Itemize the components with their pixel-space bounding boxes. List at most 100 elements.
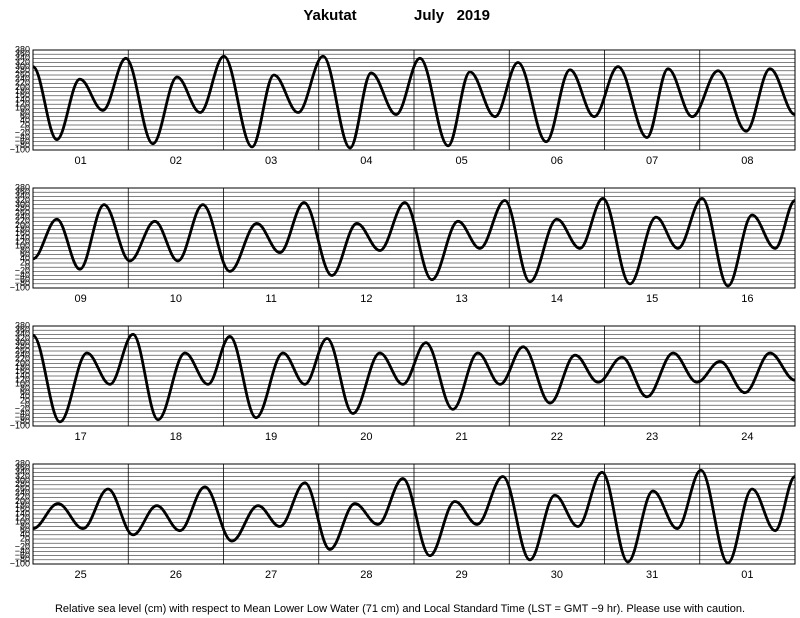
day-label: 03 — [265, 155, 277, 167]
y-tick-label: 260 — [15, 483, 30, 493]
y-tick-label: −100 — [10, 558, 30, 568]
y-tick-label: 300 — [15, 475, 30, 485]
day-label: 24 — [741, 431, 753, 443]
y-tick-label: 20 — [20, 257, 30, 267]
plot-frame — [32, 325, 796, 427]
plot-frame — [32, 187, 796, 289]
day-label: 23 — [646, 431, 658, 443]
period-title: July 2019 — [414, 7, 490, 24]
y-tick-label: 220 — [15, 492, 30, 502]
day-label: 06 — [551, 155, 563, 167]
day-label: 30 — [551, 569, 563, 581]
day-label: 17 — [75, 431, 87, 443]
y-tick-label: 160 — [15, 366, 30, 376]
plot-frame — [32, 463, 796, 565]
y-tick-label: 380 — [15, 44, 30, 54]
y-tick-label: 200 — [15, 82, 30, 92]
y-tick-label: 380 — [15, 320, 30, 330]
y-tick-label: 260 — [15, 69, 30, 79]
y-tick-label: 0 — [25, 262, 30, 272]
y-tick-label: 140 — [15, 94, 30, 104]
y-tick-label: 340 — [15, 191, 30, 201]
day-label: 11 — [265, 293, 276, 305]
y-tick-label: 340 — [15, 467, 30, 477]
y-tick-label: 360 — [15, 49, 30, 59]
y-tick-label: 0 — [25, 400, 30, 410]
y-tick-label: 360 — [15, 187, 30, 197]
y-tick-label: 120 — [15, 513, 30, 523]
day-label: 04 — [360, 155, 372, 167]
y-tick-label: 60 — [20, 111, 30, 121]
y-tick-label: 240 — [15, 74, 30, 84]
y-tick-label: 260 — [15, 345, 30, 355]
y-tick-label: 300 — [15, 337, 30, 347]
day-label: 10 — [170, 293, 182, 305]
y-tick-label: 0 — [25, 124, 30, 134]
y-tick-label: −60 — [15, 274, 30, 284]
day-label: 26 — [170, 569, 182, 581]
day-label: 25 — [75, 569, 87, 581]
y-tick-label: 180 — [15, 362, 30, 372]
y-tick-label: 40 — [20, 253, 30, 263]
day-label: 21 — [456, 431, 468, 443]
y-tick-label: −100 — [10, 144, 30, 154]
day-label: 19 — [265, 431, 277, 443]
y-tick-label: 40 — [20, 391, 30, 401]
y-tick-label: 280 — [15, 203, 30, 213]
y-tick-label: −100 — [10, 420, 30, 430]
y-tick-label: −40 — [15, 408, 30, 418]
y-tick-label: 20 — [20, 395, 30, 405]
y-tick-label: 200 — [15, 496, 30, 506]
day-label: 28 — [360, 569, 372, 581]
y-tick-label: 0 — [25, 538, 30, 548]
y-tick-label: 220 — [15, 78, 30, 88]
y-tick-label: −60 — [15, 136, 30, 146]
y-tick-label: 160 — [15, 90, 30, 100]
y-tick-label: 280 — [15, 479, 30, 489]
y-tick-label: 140 — [15, 508, 30, 518]
y-tick-label: −80 — [15, 140, 30, 150]
day-label: 31 — [646, 569, 658, 581]
y-tick-label: 100 — [15, 103, 30, 113]
y-tick-label: 300 — [15, 61, 30, 71]
y-tick-label: 320 — [15, 195, 30, 205]
y-tick-label: 320 — [15, 471, 30, 481]
plot-frame — [32, 49, 796, 151]
day-label: 27 — [265, 569, 277, 581]
footnote: Relative sea level (cm) with respect to … — [55, 603, 745, 615]
day-label: 01 — [75, 155, 87, 167]
y-tick-label: −100 — [10, 282, 30, 292]
day-label: 18 — [170, 431, 182, 443]
y-tick-label: −20 — [15, 404, 30, 414]
y-tick-label: 180 — [15, 500, 30, 510]
tide-line — [31, 54, 796, 150]
y-tick-label: 80 — [20, 107, 30, 117]
y-tick-label: 80 — [20, 245, 30, 255]
y-tick-label: 40 — [20, 529, 30, 539]
y-tick-label: −40 — [15, 270, 30, 280]
day-label: 13 — [456, 293, 468, 305]
y-tick-label: 240 — [15, 350, 30, 360]
y-tick-label: 100 — [15, 517, 30, 527]
y-tick-label: −80 — [15, 278, 30, 288]
day-label: 02 — [170, 155, 182, 167]
day-label: 29 — [456, 569, 468, 581]
y-tick-label: 120 — [15, 375, 30, 385]
day-label: 07 — [646, 155, 658, 167]
y-tick-label: 200 — [15, 220, 30, 230]
day-label: 01 — [741, 569, 753, 581]
day-label: 15 — [646, 293, 658, 305]
y-tick-label: 320 — [15, 333, 30, 343]
day-label: 14 — [551, 293, 563, 305]
tide-line — [31, 332, 796, 424]
y-tick-label: 20 — [20, 533, 30, 543]
day-label: 05 — [456, 155, 468, 167]
y-tick-label: 80 — [20, 383, 30, 393]
y-tick-label: 380 — [15, 182, 30, 192]
y-tick-label: 100 — [15, 379, 30, 389]
y-tick-label: 200 — [15, 358, 30, 368]
tide-line — [32, 197, 797, 288]
y-tick-label: −40 — [15, 132, 30, 142]
y-tick-label: 60 — [20, 525, 30, 535]
